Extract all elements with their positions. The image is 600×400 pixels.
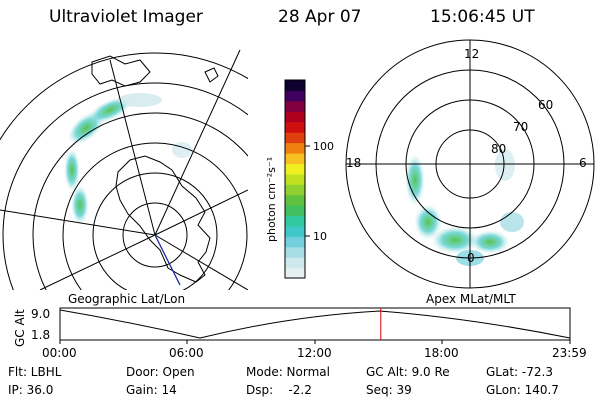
colorbar-swatch (285, 152, 305, 164)
timeline-xtick-0000: 00:00 (42, 346, 77, 360)
door-status: Door: Open (126, 365, 195, 379)
geo-map-caption: Geographic Lat/Lon (68, 292, 186, 306)
colorbar-swatch (285, 236, 305, 248)
spacecraft-track (154, 234, 181, 286)
colorbar-swatch (285, 225, 305, 237)
timeline-xtick-1200: 12:00 (297, 346, 332, 360)
australia-coastline (91, 55, 151, 87)
geo-latitude-circles (0, 52, 248, 290)
mlat-label-70: 70 (513, 120, 529, 134)
seq-status: Seq: 39 (366, 383, 412, 397)
colorbar-swatch (285, 194, 305, 206)
time-label: 15:06:45 UT (430, 7, 535, 27)
gc-alt-status: GC Alt: 9.0 Re (366, 365, 450, 379)
glon-status: GLon: 140.7 (486, 383, 559, 397)
ip-status: IP: 36.0 (8, 383, 54, 397)
timeline-ytick-1.8: 1.8 (31, 328, 51, 342)
timeline-xtick-1800: 18:00 (424, 346, 459, 360)
polar-plot-caption: Apex MLat/MLT (426, 292, 516, 306)
antarctica-coastline (115, 155, 211, 283)
colorbar-swatch (285, 184, 305, 196)
timeline-ytick-9: 9.0 (31, 307, 51, 321)
timeline-xtick-0600: 06:00 (169, 346, 204, 360)
colorbar-swatch (285, 132, 305, 144)
colorbar-swatch (285, 173, 305, 185)
gain-status: Gain: 14 (126, 383, 177, 397)
mlt-label-12: 12 (464, 47, 480, 61)
colorbar-swatch (285, 90, 305, 102)
colorbar-swatch (285, 111, 305, 123)
colorbar-swatch (285, 100, 305, 112)
colorbar-swatch (285, 163, 305, 175)
glat-status: GLat: -72.3 (486, 365, 553, 379)
mlat-label-60: 60 (538, 98, 554, 112)
nz-coastline (204, 67, 219, 83)
colorbar-swatch (285, 257, 305, 269)
colorbar-swatch (285, 80, 305, 92)
colorbar-swatch (285, 267, 305, 279)
colorbar-swatch (285, 121, 305, 133)
altitude-curve (59, 309, 571, 339)
dsp-status: Dsp: -2.2 (246, 383, 312, 397)
colorbar-swatch (285, 246, 305, 258)
mlt-label-0: 0 (467, 251, 475, 265)
instrument-title: Ultraviolet Imager (49, 7, 203, 27)
colorbar-tick-10: 10 (313, 230, 327, 243)
filter-status: Flt: LBHL (8, 365, 62, 379)
timeline-ylabel: GC Alt (13, 309, 27, 347)
geo-meridians (0, 49, 248, 290)
mlat-label-80: 80 (491, 142, 507, 156)
mlt-label-6: 6 (579, 156, 587, 170)
timeline-xtick-2359: 23:59 (552, 346, 587, 360)
colorbar-swatch (285, 215, 305, 227)
mlt-label-18: 18 (346, 156, 362, 170)
colorbar-tick-100: 100 (313, 140, 334, 153)
polar-aurora-emission (405, 149, 524, 266)
mode-status: Mode: Normal (246, 365, 330, 379)
colorbar-swatch (285, 205, 305, 217)
colorbar-swatch (285, 142, 305, 154)
date-label: 28 Apr 07 (278, 7, 362, 27)
